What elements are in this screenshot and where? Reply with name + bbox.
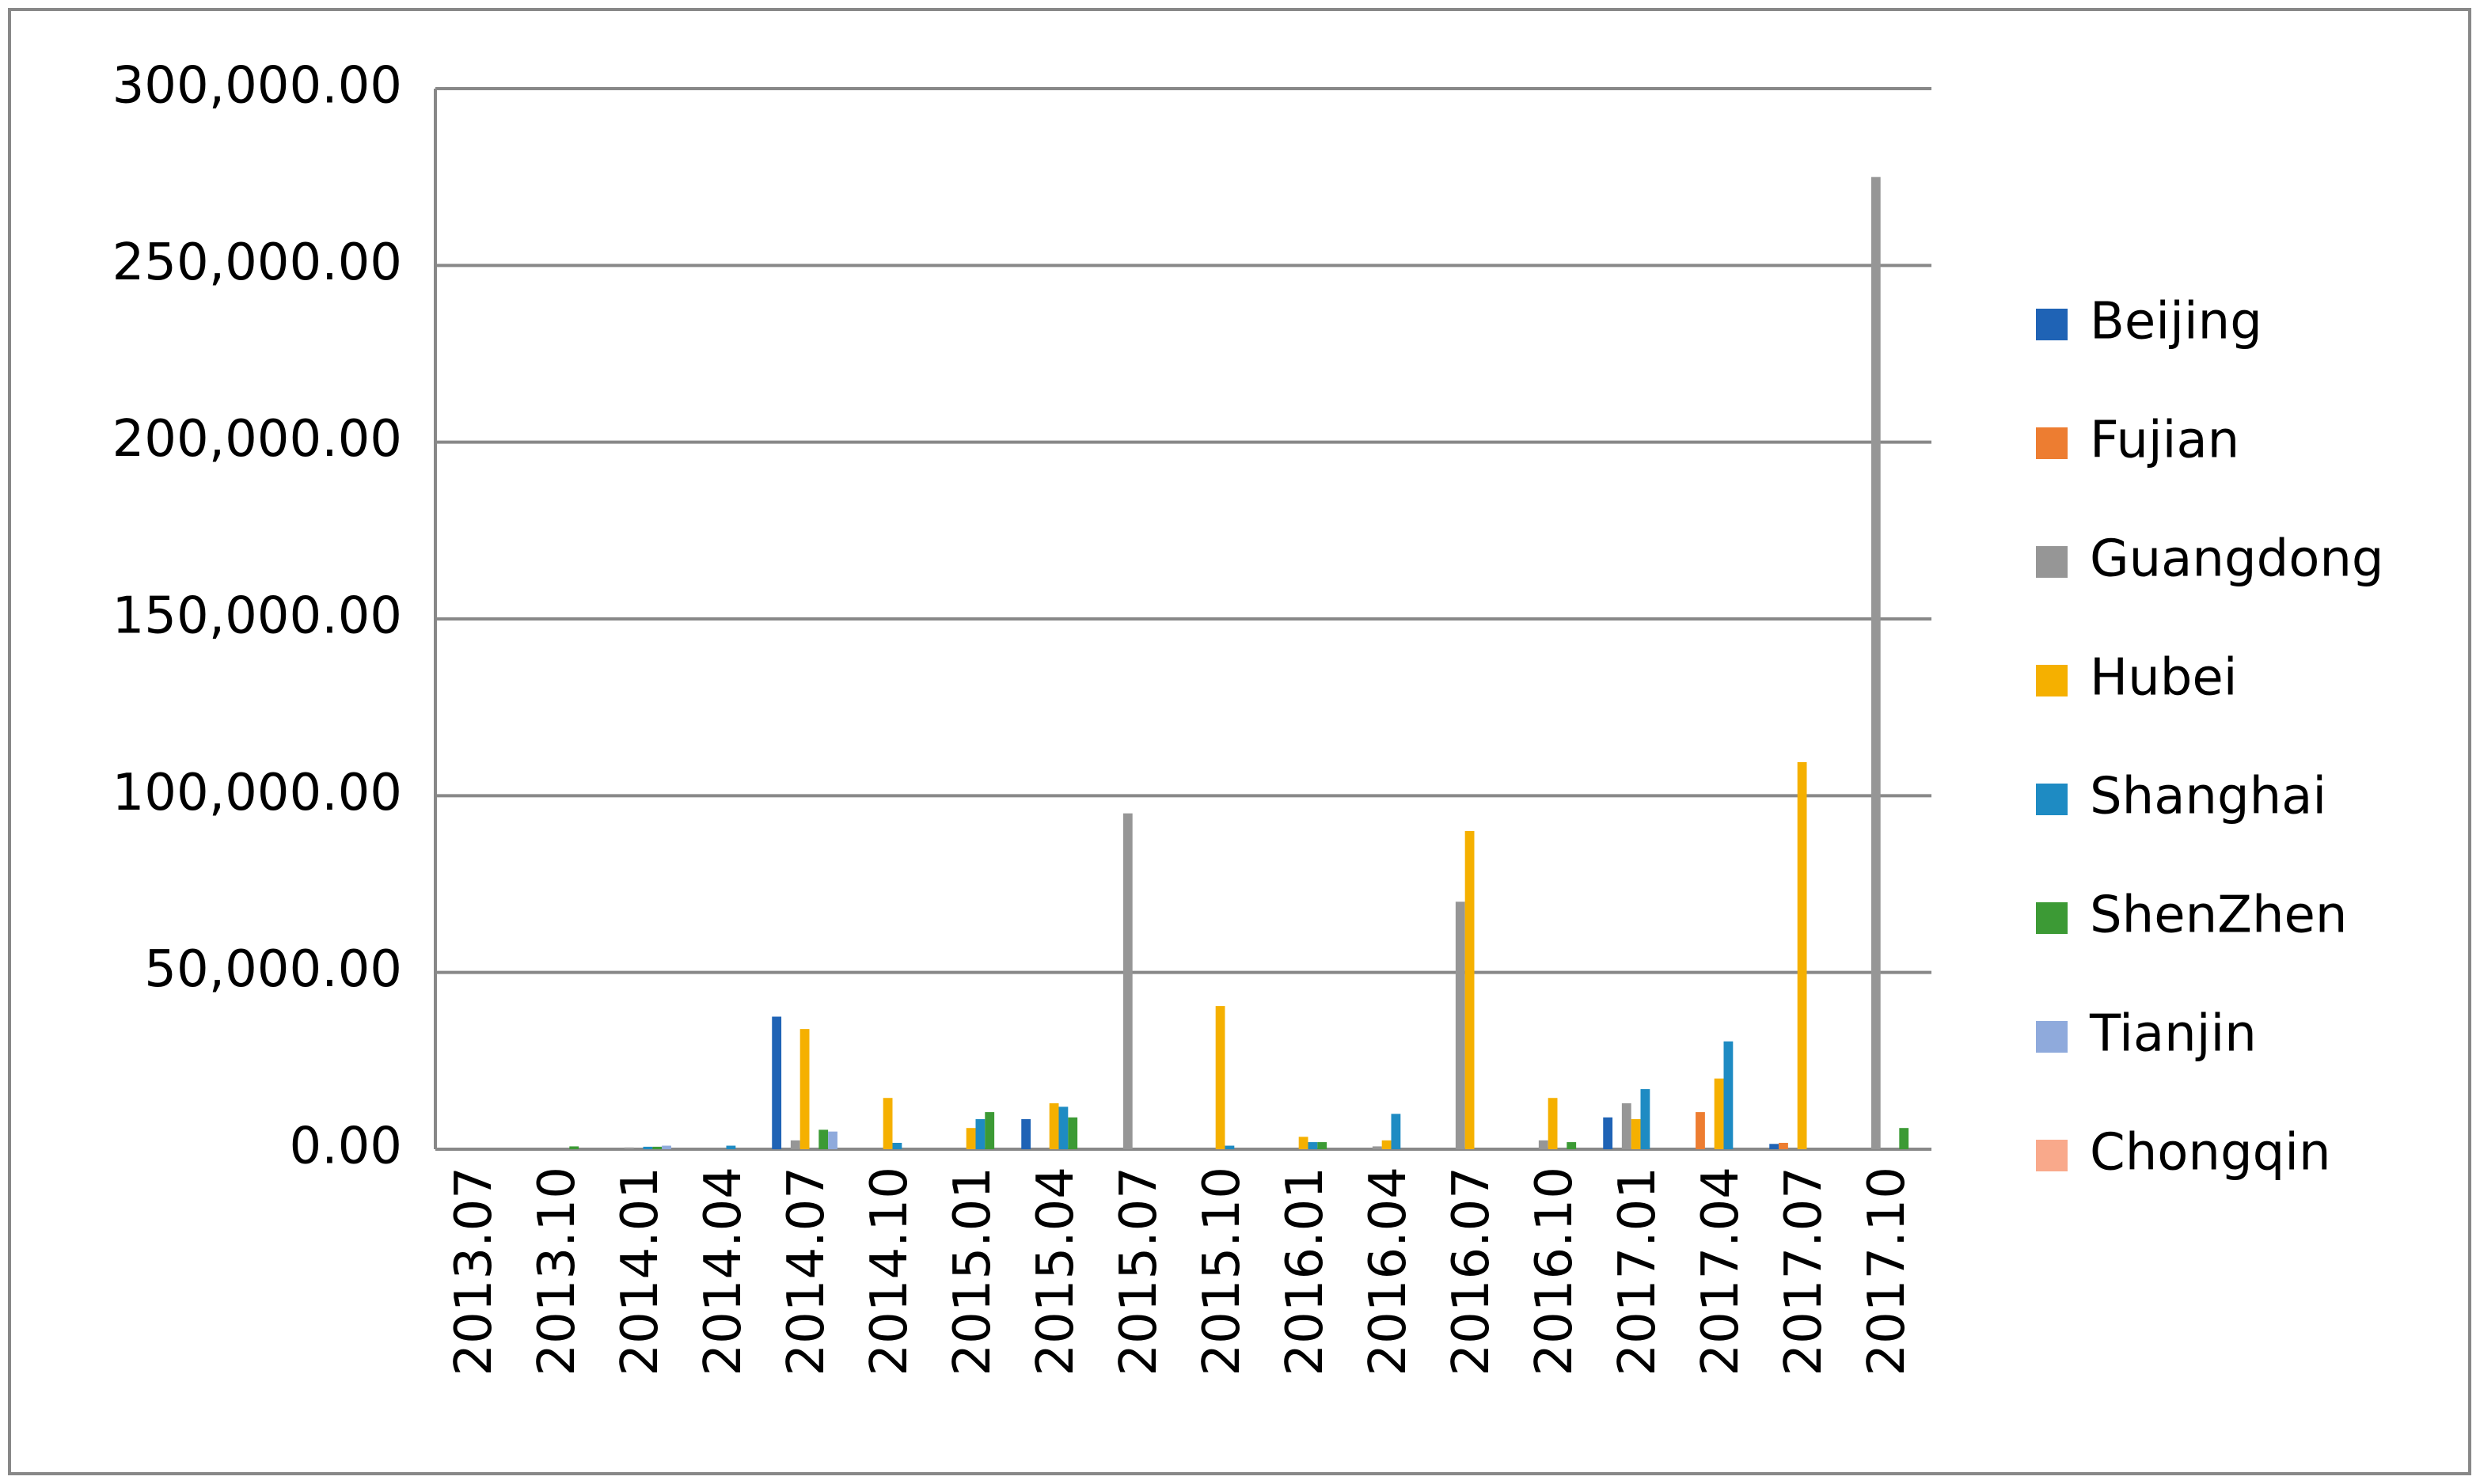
y-tick-label: 300,000.00 bbox=[112, 57, 402, 116]
bar bbox=[726, 1145, 736, 1149]
legend-label: Beijing bbox=[2090, 293, 2262, 351]
bar bbox=[1723, 1041, 1734, 1149]
bar bbox=[1621, 1103, 1631, 1149]
bar bbox=[1464, 831, 1475, 1149]
bar bbox=[662, 1145, 671, 1149]
bar bbox=[1317, 1142, 1327, 1149]
bar bbox=[1372, 1146, 1382, 1149]
bar bbox=[624, 1147, 634, 1149]
x-tick-label: 2015.07 bbox=[1110, 1167, 1168, 1376]
legend-label: Fujian bbox=[2090, 412, 2239, 470]
bar bbox=[1225, 1145, 1235, 1149]
y-tick-label: 250,000.00 bbox=[112, 233, 402, 292]
bar bbox=[883, 1098, 893, 1149]
bar bbox=[892, 1142, 902, 1149]
legend-swatch bbox=[2036, 427, 2068, 459]
bar bbox=[1779, 1142, 1788, 1149]
x-tick-label: 2015.10 bbox=[1193, 1167, 1251, 1376]
bar bbox=[818, 1129, 829, 1149]
x-tick-label: 2014.07 bbox=[777, 1167, 836, 1376]
bar bbox=[1567, 1142, 1577, 1149]
bar bbox=[1215, 1006, 1225, 1149]
y-tick-label: 200,000.00 bbox=[112, 410, 402, 469]
bar bbox=[1122, 813, 1133, 1149]
bar bbox=[799, 1029, 810, 1149]
x-tick-label: 2014.01 bbox=[611, 1167, 670, 1376]
bar bbox=[790, 1140, 800, 1149]
x-tick-label: 2013.10 bbox=[528, 1167, 587, 1376]
bar bbox=[828, 1131, 837, 1149]
bar bbox=[1631, 1119, 1641, 1149]
legend-swatch bbox=[2036, 902, 2068, 934]
legend-label: Chongqin bbox=[2090, 1124, 2331, 1182]
x-tick-label: 2017.04 bbox=[1692, 1167, 1750, 1376]
legend-label: ShenZhen bbox=[2090, 886, 2347, 945]
chart-border bbox=[8, 8, 2471, 1475]
bar bbox=[652, 1146, 663, 1149]
legend-swatch bbox=[2036, 309, 2068, 340]
x-tick-label: 2016.01 bbox=[1276, 1167, 1335, 1376]
y-tick-label: 50,000.00 bbox=[144, 940, 402, 999]
bar bbox=[975, 1119, 986, 1149]
legend-label: Guangdong bbox=[2090, 530, 2384, 589]
x-tick-label: 2016.07 bbox=[1442, 1167, 1501, 1376]
x-tick-label: 2017.07 bbox=[1775, 1167, 1833, 1376]
bar bbox=[1603, 1117, 1613, 1149]
legend-swatch bbox=[2036, 1021, 2068, 1053]
bar bbox=[643, 1146, 653, 1149]
bar bbox=[1049, 1103, 1059, 1149]
bar bbox=[1455, 901, 1465, 1149]
legend-label: Shanghai bbox=[2090, 768, 2326, 826]
x-tick-label: 2014.04 bbox=[694, 1167, 753, 1376]
bar bbox=[1298, 1137, 1308, 1149]
legend-label: Tianjin bbox=[2089, 1005, 2257, 1064]
bar bbox=[1714, 1078, 1724, 1149]
y-tick-label: 100,000.00 bbox=[112, 764, 402, 822]
x-tick-label: 2017.01 bbox=[1608, 1167, 1667, 1376]
x-tick-label: 2014.10 bbox=[860, 1167, 919, 1376]
bar bbox=[1381, 1140, 1392, 1149]
bar bbox=[1021, 1119, 1031, 1149]
bar bbox=[1548, 1098, 1558, 1149]
x-tick-label: 2015.01 bbox=[944, 1167, 1002, 1376]
legend-swatch bbox=[2036, 1140, 2068, 1171]
y-tick-label: 0.00 bbox=[290, 1118, 403, 1176]
bar bbox=[772, 1016, 782, 1149]
bar bbox=[1391, 1114, 1401, 1149]
bar bbox=[1538, 1140, 1548, 1149]
x-tick-label: 2015.04 bbox=[1027, 1167, 1085, 1376]
legend-swatch bbox=[2036, 665, 2068, 696]
bar bbox=[1058, 1106, 1069, 1149]
bar bbox=[1640, 1089, 1650, 1149]
x-tick-label: 2016.10 bbox=[1525, 1167, 1584, 1376]
y-tick-label: 150,000.00 bbox=[112, 587, 402, 646]
bar bbox=[569, 1146, 579, 1149]
legend-swatch bbox=[2036, 546, 2068, 578]
bar bbox=[1769, 1144, 1779, 1149]
bar bbox=[1696, 1112, 1705, 1149]
bar bbox=[966, 1128, 976, 1149]
bar bbox=[985, 1112, 995, 1149]
x-tick-label: 2016.04 bbox=[1359, 1167, 1418, 1376]
bar bbox=[1068, 1117, 1078, 1149]
bar bbox=[1797, 761, 1807, 1149]
x-tick-label: 2017.10 bbox=[1858, 1167, 1916, 1376]
x-tick-label: 2013.07 bbox=[445, 1167, 503, 1376]
bar bbox=[1870, 176, 1881, 1150]
legend-swatch bbox=[2036, 784, 2068, 815]
legend-label: Hubei bbox=[2090, 649, 2237, 708]
bar bbox=[1308, 1142, 1318, 1149]
bar bbox=[1899, 1128, 1909, 1149]
